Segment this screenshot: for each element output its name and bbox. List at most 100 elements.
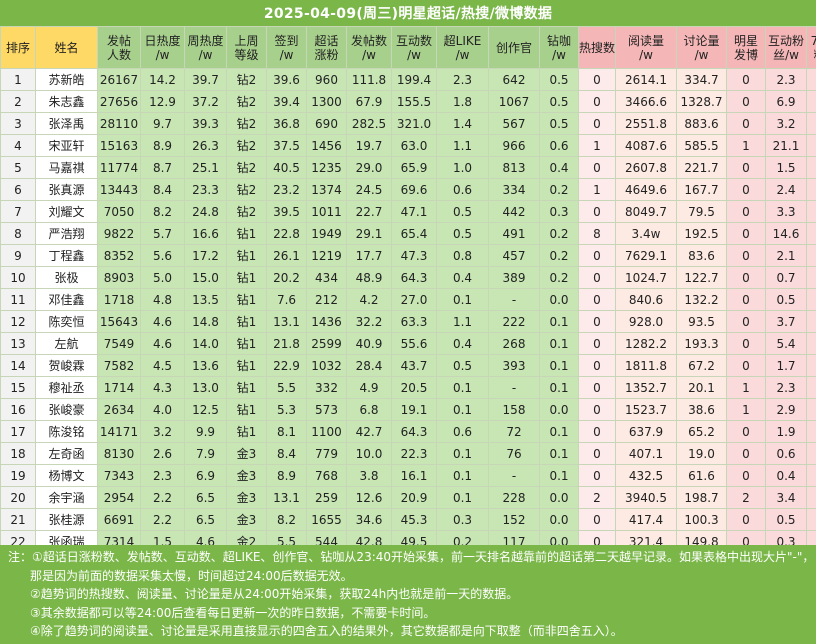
cell-fans: 1219 — [306, 244, 347, 267]
column-header-rank: 排序 — [0, 26, 36, 69]
cell-hotsearch: 0 — [578, 266, 616, 289]
cell-posters: 1714 — [97, 376, 141, 399]
cell-reads: 7629.1 — [615, 244, 677, 267]
cell-weekheat: 7.9 — [184, 442, 227, 465]
cell-creator: 813 — [488, 156, 540, 179]
cell-fans: 1011 — [306, 200, 347, 223]
cell-interact: 64.3 — [391, 420, 437, 443]
cell-weekheat: 15.0 — [184, 266, 227, 289]
column-header-posts: 发帖数/w — [346, 26, 392, 69]
cell-fans: 573 — [306, 398, 347, 421]
cell-dayheat: 4.0 — [140, 398, 185, 421]
cell-name: 宋亚轩 — [35, 134, 98, 157]
cell-weekheat: 37.2 — [184, 90, 227, 113]
cell-weibo: 0 — [726, 420, 766, 443]
cell-weekheat: 25.1 — [184, 156, 227, 179]
cell-like: 0.1 — [436, 486, 489, 509]
cell-weekheat: 13.5 — [184, 288, 227, 311]
cell-fans: 1436 — [306, 310, 347, 333]
cell-interact: 16.1 — [391, 464, 437, 487]
cell-signin: 20.2 — [266, 266, 307, 289]
cell-week7: 2.6 — [806, 68, 816, 91]
cell-rank: 17 — [0, 420, 36, 443]
note-line: ②趋势词的热搜数、阅读量、讨论量是从24:00开始采集，获取24h内也就是前一天… — [30, 587, 519, 601]
cell-posts: 42.7 — [346, 420, 392, 443]
cell-fans: 1655 — [306, 508, 347, 531]
cell-diamond: 0.2 — [539, 222, 579, 245]
cell-name: 丁程鑫 — [35, 244, 98, 267]
cell-lastweek: 钻1 — [226, 266, 267, 289]
cell-lastweek: 金3 — [226, 508, 267, 531]
cell-interact: 64.3 — [391, 266, 437, 289]
cell-weibo: 1 — [726, 376, 766, 399]
cell-like: 0.4 — [436, 266, 489, 289]
cell-lastweek: 钻1 — [226, 376, 267, 399]
cell-interact: 55.6 — [391, 332, 437, 355]
cell-discuss: 883.6 — [676, 112, 727, 135]
column-header-weekheat: 周热度/w — [184, 26, 227, 69]
cell-rank: 6 — [0, 178, 36, 201]
page-title: 2025-04-09(周三)明星超话/热搜/微博数据 — [0, 0, 816, 26]
cell-interact: 63.0 — [391, 134, 437, 157]
cell-interact: 19.1 — [391, 398, 437, 421]
cell-interact: 20.9 — [391, 486, 437, 509]
cell-interfans: 3.4 — [765, 486, 807, 509]
cell-posters: 2634 — [97, 398, 141, 421]
cell-discuss: 334.7 — [676, 68, 727, 91]
table-row: 2 朱志鑫 27656 12.9 37.2 钻2 39.4 1300 67.9 155.5 1.8 1… — [0, 90, 816, 113]
cell-fans: 690 — [306, 112, 347, 135]
cell-week7: 2.1 — [806, 486, 816, 509]
cell-reads: 8049.7 — [615, 200, 677, 223]
cell-diamond: 0.1 — [539, 332, 579, 355]
table-header-row: 排序 姓名 发帖 人数 日热度/w 周热度/w 上周 等级 签到/w 超话 涨粉 发帖数/w 互动数/w… — [0, 26, 816, 69]
cell-lastweek: 金3 — [226, 464, 267, 487]
cell-weekheat: 12.5 — [184, 398, 227, 421]
cell-dayheat: 5.0 — [140, 266, 185, 289]
cell-interfans: 1.5 — [765, 156, 807, 179]
cell-interfans: 2.1 — [765, 244, 807, 267]
cell-interfans: 1.7 — [765, 354, 807, 377]
cell-discuss: 67.2 — [676, 354, 727, 377]
cell-fans: 779 — [306, 442, 347, 465]
cell-posters: 13443 — [97, 178, 141, 201]
cell-posters: 15643 — [97, 310, 141, 333]
cell-posters: 8903 — [97, 266, 141, 289]
cell-name: 陈奕恒 — [35, 310, 98, 333]
cell-signin: 8.9 — [266, 464, 307, 487]
cell-creator: 222 — [488, 310, 540, 333]
cell-weibo: 0 — [726, 266, 766, 289]
cell-interfans: 3.3 — [765, 200, 807, 223]
cell-discuss: 20.1 — [676, 376, 727, 399]
cell-hotsearch: 0 — [578, 90, 616, 113]
cell-interfans: 3.7 — [765, 310, 807, 333]
cell-creator: 642 — [488, 68, 540, 91]
cell-like: 1.1 — [436, 310, 489, 333]
cell-diamond: 0.1 — [539, 354, 579, 377]
cell-discuss: 19.0 — [676, 442, 727, 465]
cell-weibo: 0 — [726, 288, 766, 311]
cell-reads: 3940.5 — [615, 486, 677, 509]
cell-week7: 0.2 — [806, 288, 816, 311]
cell-diamond: 0.3 — [539, 200, 579, 223]
cell-weibo: 1 — [726, 134, 766, 157]
cell-rank: 2 — [0, 90, 36, 113]
cell-diamond: 0.1 — [539, 442, 579, 465]
cell-hotsearch: 0 — [578, 156, 616, 179]
table-row: 12 陈奕恒 15643 4.6 14.8 钻1 13.1 1436 32.2 63.3 1.1 22… — [0, 310, 816, 333]
cell-signin: 23.2 — [266, 178, 307, 201]
cell-weibo: 0 — [726, 464, 766, 487]
cell-interact: 155.5 — [391, 90, 437, 113]
cell-reads: 2607.8 — [615, 156, 677, 179]
cell-reads: 928.0 — [615, 310, 677, 333]
cell-signin: 36.8 — [266, 112, 307, 135]
column-header-posters: 发帖 人数 — [97, 26, 141, 69]
cell-interfans: 2.3 — [765, 376, 807, 399]
table-row: 6 张真源 13443 8.4 23.3 钻2 23.2 1374 24.5 69.6 0.6 334… — [0, 178, 816, 201]
cell-reads: 432.5 — [615, 464, 677, 487]
cell-discuss: 93.5 — [676, 310, 727, 333]
cell-interact: 45.3 — [391, 508, 437, 531]
column-header-lastweek: 上周 等级 — [226, 26, 267, 69]
cell-interfans: 21.1 — [765, 134, 807, 157]
cell-discuss: 1328.7 — [676, 90, 727, 113]
cell-creator: - — [488, 288, 540, 311]
